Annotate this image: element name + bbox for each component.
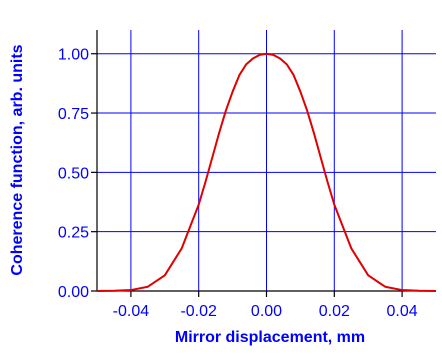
- series-layer: [96, 52, 437, 292]
- y-tick-label-3: 0.75: [58, 106, 89, 123]
- x-tick-labels: -0.04 -0.02 0.00 0.02 0.04: [113, 303, 418, 320]
- y-tick-label-1: 0.25: [58, 225, 89, 242]
- x-tick-label-0: -0.04: [113, 303, 150, 320]
- x-tick-label-1: -0.02: [180, 303, 217, 320]
- y-axis-label: Coherence function, arb. units: [9, 44, 26, 275]
- y-tick-label-0: 0.00: [58, 284, 89, 301]
- y-tick-labels: 0.00 0.25 0.50 0.75 1.00: [58, 47, 89, 301]
- x-tick-label-4: 0.04: [387, 303, 418, 320]
- y-tick-label-4: 1.00: [58, 47, 89, 64]
- y-tick-label-2: 0.50: [58, 165, 89, 182]
- x-tick-label-2: 0.00: [251, 303, 282, 320]
- x-tick-label-3: 0.02: [319, 303, 350, 320]
- x-axis-label: Mirror displacement, mm: [175, 329, 365, 346]
- series-line-0: [96, 52, 437, 292]
- plot-frame: [91, 30, 436, 297]
- grid-lines: [97, 30, 436, 292]
